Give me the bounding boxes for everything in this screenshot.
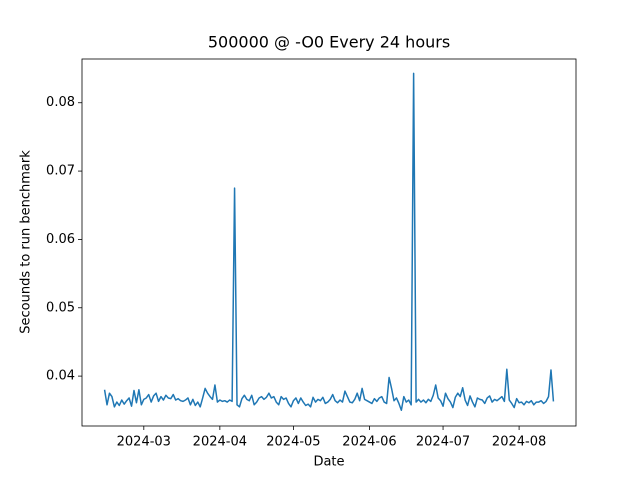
x-tick-label: 2024-06 (342, 435, 396, 450)
y-axis-label: Secounds to run benchmark (19, 150, 34, 334)
y-tick-label: 0.06 (46, 232, 75, 247)
y-tick-label: 0.07 (46, 164, 75, 179)
x-tick-label: 2024-03 (117, 435, 171, 450)
x-tick-label: 2024-08 (492, 435, 546, 450)
chart-title: 500000 @ -O0 Every 24 hours (208, 33, 450, 52)
x-tick-label: 2024-05 (266, 435, 320, 450)
y-tick-label: 0.05 (46, 300, 75, 315)
x-tick-label: 2024-07 (416, 435, 470, 450)
x-tick-label: 2024-04 (193, 435, 247, 450)
y-tick-label: 0.04 (46, 369, 75, 384)
y-tick-label: 0.08 (46, 95, 75, 110)
x-axis-label: Date (313, 455, 344, 470)
axes-frame (81, 58, 577, 427)
data-line (103, 72, 555, 412)
